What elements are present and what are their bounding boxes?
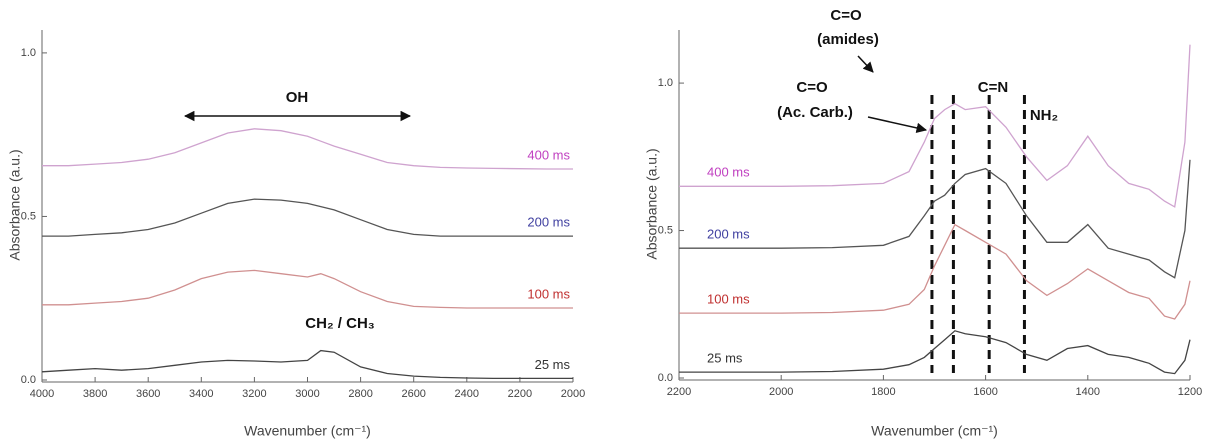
x-tick-label: 1200 — [1178, 386, 1202, 398]
annotation: CH₂ / CH₃ — [305, 315, 374, 332]
spectrum-line — [679, 330, 1191, 375]
x-axis-label: Wavenumber (cm⁻¹) — [244, 423, 371, 439]
arrow — [857, 55, 874, 73]
y-axis-label: Absorbance (a.u.) — [644, 148, 660, 259]
series-label: 25 ms — [707, 351, 743, 366]
y-tick-label: 0.0 — [21, 374, 36, 386]
x-tick-label: 2600 — [401, 388, 425, 400]
x-tick-label: 2400 — [455, 388, 479, 400]
series-label: 100 ms — [707, 292, 750, 307]
arrow — [867, 116, 928, 134]
annotation: (Ac. Carb.) — [777, 104, 853, 121]
series-label: 25 ms — [535, 357, 571, 372]
series-label: 400 ms — [707, 165, 750, 180]
x-tick-label: 1600 — [973, 386, 997, 398]
series-label: 400 ms — [527, 147, 570, 162]
annotation: C=O — [796, 79, 828, 96]
spectrum-line — [42, 269, 573, 309]
y-tick-label: 0.0 — [658, 372, 673, 384]
x-tick-label: 2200 — [508, 388, 532, 400]
x-tick-label: 2800 — [348, 388, 372, 400]
x-tick-label: 3000 — [295, 388, 319, 400]
x-tick-label: 1400 — [1076, 386, 1100, 398]
spectrum-line — [42, 128, 573, 170]
x-tick-label: 4000 — [30, 388, 54, 400]
spectrum-line — [679, 223, 1191, 320]
x-tick-label: 1800 — [871, 386, 895, 398]
series-label: 100 ms — [527, 286, 570, 301]
x-tick-label: 2000 — [561, 388, 585, 400]
x-tick-label: 2200 — [667, 386, 691, 398]
y-tick-label: 0.5 — [21, 210, 36, 222]
annotation: NH₂ — [1030, 107, 1058, 124]
annotation: OH — [286, 89, 309, 106]
x-tick-label: 3400 — [189, 388, 213, 400]
spectrum-line — [41, 349, 573, 380]
series-label: 200 ms — [527, 215, 570, 230]
x-tick-label: 2000 — [769, 386, 793, 398]
series-label: 200 ms — [707, 227, 750, 242]
x-axis-label: Wavenumber (cm⁻¹) — [871, 423, 998, 439]
y-axis-label: Absorbance (a.u.) — [7, 149, 23, 260]
spectrum-line — [42, 198, 573, 237]
y-tick-label: 0.5 — [658, 224, 673, 236]
annotation: C=N — [978, 79, 1008, 96]
spectrum-line — [679, 159, 1191, 279]
spectrum-line — [679, 44, 1191, 208]
annotation: C=O — [830, 7, 862, 24]
y-tick-label: 1.0 — [658, 77, 673, 89]
x-tick-label: 3200 — [242, 388, 266, 400]
x-tick-label: 3800 — [83, 388, 107, 400]
x-tick-label: 3600 — [136, 388, 160, 400]
annotation: (amides) — [817, 31, 879, 48]
y-tick-label: 1.0 — [21, 47, 36, 59]
